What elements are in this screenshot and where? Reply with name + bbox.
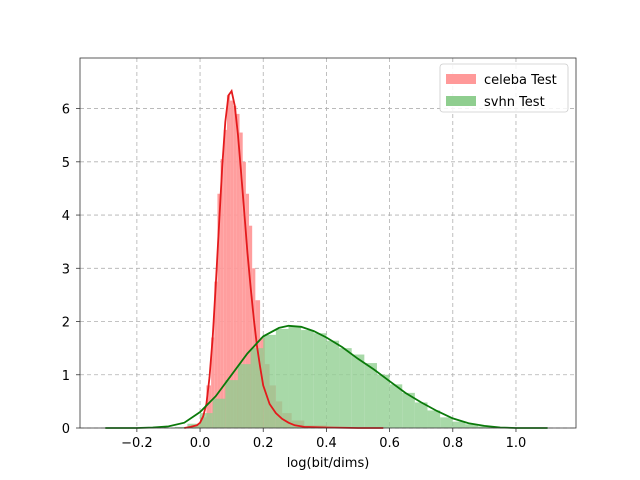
celeba-bar (226, 95, 231, 429)
legend: celeba Test svhn Test (439, 63, 569, 113)
celeba-bar (223, 129, 227, 429)
x-tick-label: 0.4 (316, 436, 337, 451)
celeba-bar (217, 193, 221, 428)
y-tick-label: 3 (62, 262, 70, 277)
svhn-bar (339, 348, 352, 428)
svhn-bar (275, 328, 289, 428)
celeba-bar (245, 193, 250, 428)
svhn-bar (364, 363, 377, 428)
y-tick-label: 5 (62, 156, 70, 171)
celeba-bar (233, 105, 237, 428)
svhn-bar (376, 374, 390, 428)
celeba-bar (230, 100, 234, 428)
y-tick-label: 1 (62, 369, 70, 384)
svhn-legend-swatch (446, 96, 476, 106)
celeba-bar (242, 161, 246, 429)
svhn-legend-label: svhn Test (484, 95, 545, 110)
svhn-bar (174, 426, 188, 428)
celeba-bar (206, 385, 212, 428)
y-tick-label: 2 (62, 316, 70, 331)
svhn-bar (452, 421, 466, 428)
svhn-kde-line (105, 324, 548, 429)
celeba-bar (211, 337, 215, 428)
svhn-bar (427, 410, 441, 428)
svhn-bar (301, 330, 314, 428)
x-tick-label: −0.2 (121, 436, 153, 451)
svhn-bar (313, 333, 327, 428)
celeba-bar (249, 225, 253, 428)
x-axis-label: log(bit/dims) (287, 456, 370, 471)
celeba-legend-swatch (446, 74, 476, 84)
y-tick-label: 0 (62, 422, 70, 437)
svhn-bar (402, 392, 415, 428)
celeba-bar (214, 281, 218, 428)
svhn-bar (263, 334, 276, 428)
celeba-bar (220, 159, 224, 429)
celeba-legend-label: celeba Test (484, 73, 557, 88)
x-tick-label: 0.0 (190, 436, 211, 451)
svhn-bar (288, 326, 302, 428)
x-tick-label: 0.6 (379, 436, 400, 451)
svhn-bar (440, 417, 453, 428)
svhn-bar (212, 398, 226, 428)
celeba-bar (236, 113, 240, 428)
axis-ticks: −0.2 0.0 0.2 0.4 0.6 0.8 1.0 0 1 2 3 4 5 6 (62, 103, 527, 451)
svhn-bar (250, 348, 264, 428)
histogram-bars (174, 95, 504, 429)
x-tick-label: 1.0 (506, 436, 527, 451)
svhn-bar (351, 354, 365, 428)
kde-curves (105, 88, 548, 429)
svhn-bar (389, 384, 403, 428)
plot-frame (79, 57, 577, 429)
svhn-bar (237, 364, 251, 428)
svhn-bar (465, 424, 479, 428)
celeba-bar (239, 132, 243, 428)
y-tick-label: 4 (62, 209, 70, 224)
svhn-bar (326, 340, 340, 428)
x-tick-label: 0.2 (253, 436, 274, 451)
svhn-bar (414, 402, 428, 428)
svhn-bar (225, 380, 238, 428)
celeba-kde-line (184, 88, 384, 429)
x-tick-label: 0.8 (442, 436, 463, 451)
svhn-bar (478, 426, 491, 428)
y-tick-label: 6 (62, 103, 70, 118)
